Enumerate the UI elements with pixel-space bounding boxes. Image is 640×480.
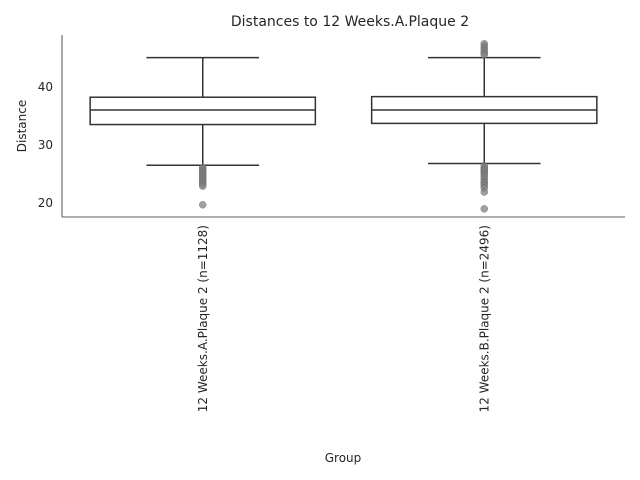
chart-title: Distances to 12 Weeks.A.Plaque 2 xyxy=(231,14,469,30)
x-category-label: 12 Weeks.A.Plaque 2 (n=1128) xyxy=(196,225,210,412)
outlier-point xyxy=(199,182,207,190)
y-tick-label: 20 xyxy=(38,196,53,210)
outlier-point xyxy=(480,188,488,196)
y-tick-label: 40 xyxy=(38,80,53,94)
y-tick-label: 30 xyxy=(38,138,53,152)
x-axis-label: Group xyxy=(325,451,362,465)
outlier-point xyxy=(480,51,488,59)
outlier-point xyxy=(480,205,488,213)
iqr-box xyxy=(89,96,317,126)
outlier-point xyxy=(199,201,207,209)
box-groups xyxy=(89,39,598,213)
box-group xyxy=(370,39,598,213)
y-tick-labels: 20 30 40 xyxy=(38,80,53,210)
y-axis-label: Distance xyxy=(15,100,29,152)
x-category-label: 12 Weeks.B.Plaque 2 (n=2496) xyxy=(477,225,491,412)
x-category-labels: 12 Weeks.A.Plaque 2 (n=1128) 12 Weeks.B.P… xyxy=(196,225,492,412)
box-group xyxy=(89,56,317,209)
